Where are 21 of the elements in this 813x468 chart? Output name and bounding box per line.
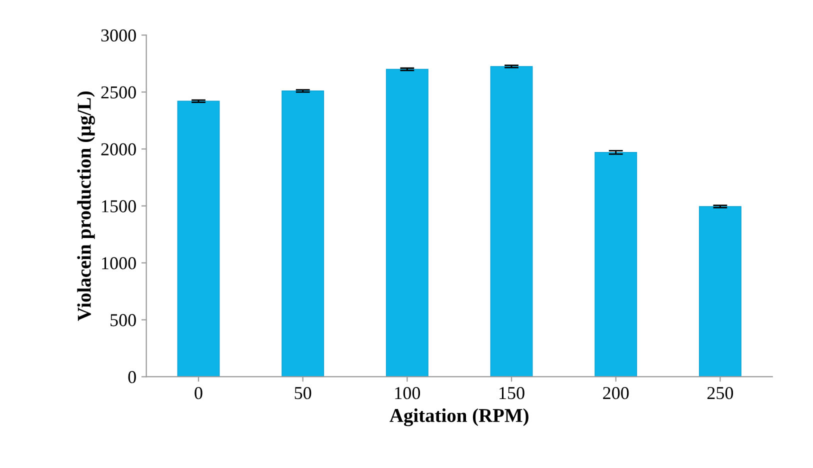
y-tick-label: 0 [128,370,136,384]
bar [177,100,220,377]
x-axis-title: Agitation (RPM) [390,408,528,426]
x-tick-label: 100 [395,386,420,400]
x-tick-label: 250 [707,386,734,400]
x-tick-label: 0 [194,386,202,400]
y-tick-label: 3000 [101,29,136,42]
x-tick-label: 200 [603,386,629,400]
x-tick-label: 150 [500,386,524,400]
bar [386,68,428,377]
bar [490,66,533,377]
y-tick-label: 500 [110,314,136,326]
x-tick-label: 50 [294,386,312,400]
y-tick-label: 2500 [101,86,136,98]
bar [698,206,742,377]
y-tick-label: 1000 [102,257,136,270]
bar [594,152,638,377]
bar [282,90,324,377]
y-tick-label: 2000 [101,143,136,156]
y-tick-label: 1500 [102,200,136,212]
y-axis-title: Violacein production (µg/L) [77,92,95,321]
